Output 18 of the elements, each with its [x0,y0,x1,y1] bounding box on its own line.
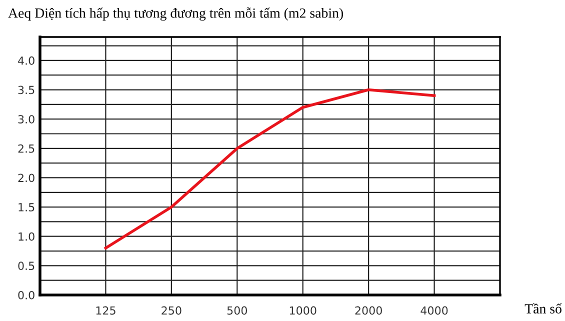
y-tick-label: 1.5 [18,203,34,212]
x-tick-label: 1000 [290,306,316,315]
x-tick-label: 2000 [355,306,382,315]
x-tick-label: 4000 [420,306,448,315]
y-tick-label: 3.5 [18,86,34,94]
x-axis-title: Tần số [524,303,562,314]
y-tick-label: 2.0 [18,174,34,182]
y-tick-label: 0.5 [18,262,34,270]
x-tick-label: 500 [227,306,248,315]
x-tick-label: 125 [96,306,116,315]
y-tick-label: 0.0 [18,290,34,300]
y-tick-label: 2.5 [18,144,34,153]
chart-title: Aeq Diện tích hấp thụ tương đương trên mỗi tấm (m2 sabin) [8,7,344,21]
y-tick-label: 3.0 [18,115,34,124]
x-tick-label: 250 [162,306,182,315]
y-tick-label: 4.0 [18,56,34,65]
line-series [104,88,436,250]
y-tick-label: 1.0 [18,232,34,241]
